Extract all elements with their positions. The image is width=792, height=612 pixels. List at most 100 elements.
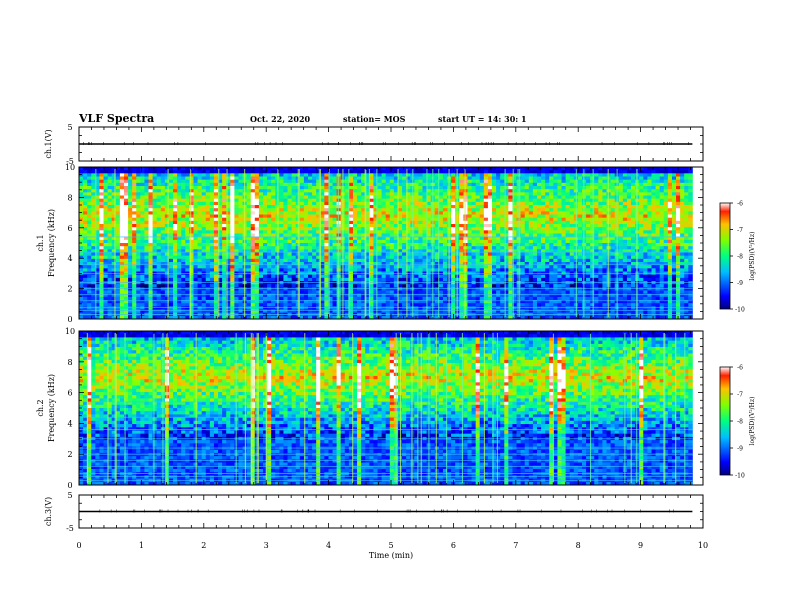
spectrogram-cell <box>91 201 96 206</box>
spectrogram-cell <box>418 315 423 320</box>
spectrogram-cell <box>426 306 432 310</box>
spectrogram-cell <box>123 230 129 234</box>
spectrogram-cell <box>99 217 104 222</box>
spectrogram-cell <box>258 201 264 206</box>
spectrogram-cell <box>115 233 121 238</box>
spectrogram-cell <box>107 243 113 247</box>
spectrogram-cell <box>377 167 383 171</box>
spectrogram-cell <box>434 211 440 215</box>
spectrogram-cell <box>103 303 109 307</box>
spectrogram-cell <box>213 214 219 219</box>
spectrogram-cell <box>254 217 260 222</box>
spectrogram-cell <box>438 293 444 298</box>
spectrogram-cell <box>287 224 293 228</box>
spectrogram-cell <box>352 189 358 193</box>
spectrogram-cell <box>189 293 194 298</box>
spectrogram-cell <box>344 293 350 298</box>
spectrogram-cell <box>430 315 436 320</box>
spectrogram-cell <box>438 189 444 193</box>
spectrogram-cell <box>168 192 174 196</box>
spectrogram-cell <box>316 246 321 250</box>
spectrogram-cell <box>451 239 456 244</box>
spectrogram-cell <box>426 208 432 212</box>
spectrogram-cell <box>467 239 472 244</box>
spectrogram-cell <box>377 300 383 304</box>
spectrogram-cell <box>348 227 354 231</box>
spectrogram-cell <box>308 211 313 215</box>
spectrogram-cell <box>107 198 113 203</box>
spectrogram-cell <box>209 182 215 187</box>
spectrogram-cell <box>402 179 407 184</box>
spectrogram-cell <box>373 293 378 298</box>
spectrogram-cell <box>352 239 358 244</box>
spectrogram-cell <box>254 208 260 212</box>
spectrogram-cell <box>303 201 309 206</box>
spectrogram-cell <box>406 211 411 215</box>
spectrogram-cell <box>357 192 362 196</box>
spectrogram-cell <box>479 303 485 307</box>
spectrogram-cell <box>377 309 383 314</box>
spectrogram-cell <box>185 306 190 310</box>
spectrogram-cell <box>406 258 411 263</box>
spectrogram-cell <box>303 227 309 231</box>
spectrogram-cell <box>267 290 272 295</box>
spectrogram-cell <box>209 211 215 215</box>
spectrogram-cell <box>373 220 378 225</box>
spectrogram-cell <box>193 246 198 250</box>
spectrogram-cell <box>279 309 284 314</box>
spectrogram-cell <box>287 239 293 244</box>
spectrogram-cell <box>258 198 264 203</box>
spectrogram-cell <box>152 290 158 295</box>
spectrogram-cell <box>234 236 239 241</box>
spectrogram-cell <box>467 315 472 320</box>
spectrogram-cell <box>299 290 305 295</box>
spectrogram-cell <box>201 296 207 301</box>
spectrogram-cell <box>156 182 162 187</box>
spectrogram-cell <box>238 300 243 304</box>
spectrogram-cell <box>479 236 485 241</box>
spectrogram-cell <box>156 224 162 228</box>
spectrogram-cell <box>222 224 227 228</box>
spectrogram-cell <box>250 265 256 269</box>
spectrogram-cell <box>79 246 84 250</box>
spectrogram-cell <box>434 224 440 228</box>
spectrogram-cell <box>173 268 178 272</box>
spectrogram-cell <box>189 277 194 282</box>
spectrogram-cell <box>213 236 219 241</box>
spectrogram-cell <box>91 208 96 212</box>
spectrogram-cell <box>164 309 170 314</box>
spectrogram-cell <box>111 309 117 314</box>
spectrogram-cell <box>299 300 305 304</box>
spectrogram-cell <box>91 195 96 200</box>
spectrogram-cell <box>308 255 313 260</box>
spectrogram-cell <box>451 195 456 200</box>
spectrogram-cell <box>152 195 158 200</box>
spectrogram-cell <box>218 208 223 212</box>
spectrogram-cell <box>389 303 395 307</box>
spectrogram-cell <box>291 296 297 301</box>
spectrogram-cell <box>463 306 468 310</box>
spectrogram-cell <box>361 309 366 314</box>
spectrogram-cell <box>475 249 481 253</box>
spectrogram-cell <box>479 306 485 310</box>
spectrogram-cell <box>324 211 329 215</box>
spectrogram-cell <box>107 303 113 307</box>
spectrogram-cell <box>213 306 219 310</box>
spectrogram-cell <box>483 217 489 222</box>
spectrogram-cell <box>385 192 391 196</box>
spectrogram-cell <box>487 176 493 181</box>
spectrogram-cell <box>316 258 321 263</box>
spectrogram-cell <box>283 236 288 241</box>
spectrogram-cell <box>173 277 178 282</box>
spectrogram-cell <box>238 173 243 177</box>
spectrogram-cell <box>406 300 411 304</box>
spectrogram-cell <box>140 220 145 225</box>
spectrogram-cell <box>402 211 407 215</box>
spectrogram-cell <box>397 167 403 171</box>
spectrogram-cell <box>393 243 399 247</box>
spectrogram-cell <box>193 230 198 234</box>
spectrogram-cell <box>119 255 125 260</box>
spectrogram-cell <box>463 179 468 184</box>
spectrogram-cell <box>471 198 477 203</box>
